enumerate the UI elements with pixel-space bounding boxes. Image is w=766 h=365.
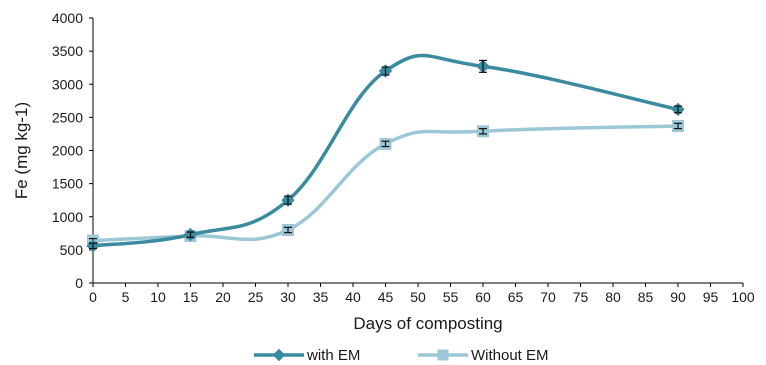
x-tick-label: 100 (731, 289, 755, 305)
x-tick-label: 35 (313, 289, 329, 305)
x-tick-label: 70 (540, 289, 556, 305)
x-axis-title: Days of composting (353, 314, 502, 333)
y-tick-label: 2500 (52, 109, 83, 125)
y-tick-label: 3000 (52, 76, 83, 92)
y-tick-label: 1500 (52, 176, 83, 192)
x-tick-label: 25 (248, 289, 264, 305)
y-axis-title: Fe (mg kg-1) (12, 102, 31, 199)
series-with-em (86, 53, 685, 253)
x-tick-label: 85 (638, 289, 654, 305)
legend-marker-without-em (437, 349, 449, 361)
error-bar-with-em (186, 231, 195, 238)
x-tick-label: 50 (410, 289, 426, 305)
y-tick-label: 4000 (52, 10, 83, 26)
y-tick-label: 3500 (52, 43, 83, 59)
x-tick-label: 65 (508, 289, 524, 305)
x-tick-label: 75 (573, 289, 589, 305)
legend: with EM Without EM (254, 347, 549, 364)
legend-item-without-em: Without EM (418, 347, 549, 364)
series-without-em (87, 119, 684, 247)
x-tick-label: 90 (670, 289, 686, 305)
x-tick-label: 80 (605, 289, 621, 305)
error-bar-without-em (674, 122, 682, 130)
error-bar-with-em (89, 242, 97, 250)
series-line-with-em (92, 53, 679, 248)
error-bar-with-em (479, 59, 487, 73)
legend-label-with-em: with EM (306, 347, 360, 364)
error-bar-with-em (674, 105, 682, 114)
legend-label-without-em: Without EM (471, 347, 549, 364)
y-tick-labels: 0 500 1000 1500 2000 2500 3000 3500 4000 (52, 10, 93, 291)
y-tick-label: 500 (60, 242, 84, 258)
legend-marker-with-em (272, 348, 286, 362)
x-tick-label: 0 (89, 289, 97, 305)
error-bar-with-em (381, 66, 390, 76)
error-bar-with-em (284, 195, 292, 205)
x-tick-label: 30 (280, 289, 296, 305)
x-tick-label: 10 (150, 289, 166, 305)
legend-item-with-em: with EM (254, 347, 360, 364)
x-tick-label: 95 (703, 289, 719, 305)
y-tick-label: 0 (75, 275, 83, 291)
series-layer (86, 53, 685, 253)
axes (92, 18, 743, 284)
y-tick-label: 1000 (52, 209, 83, 225)
error-bar-without-em (284, 226, 292, 234)
x-tick-label: 45 (378, 289, 394, 305)
x-tick-label: 40 (345, 289, 361, 305)
x-tick-label: 60 (475, 289, 491, 305)
x-tick-label: 5 (122, 289, 130, 305)
y-tick-label: 2000 (52, 143, 83, 159)
error-bar-without-em (479, 128, 487, 135)
x-tick-labels: 0 5 10 15 20 25 30 35 40 45 50 55 60 65 70 75 80 85 90 95 10… (89, 283, 755, 305)
x-tick-label: 15 (183, 289, 199, 305)
error-bar-without-em (381, 140, 390, 148)
x-tick-label: 20 (215, 289, 231, 305)
x-tick-label: 55 (443, 289, 459, 305)
